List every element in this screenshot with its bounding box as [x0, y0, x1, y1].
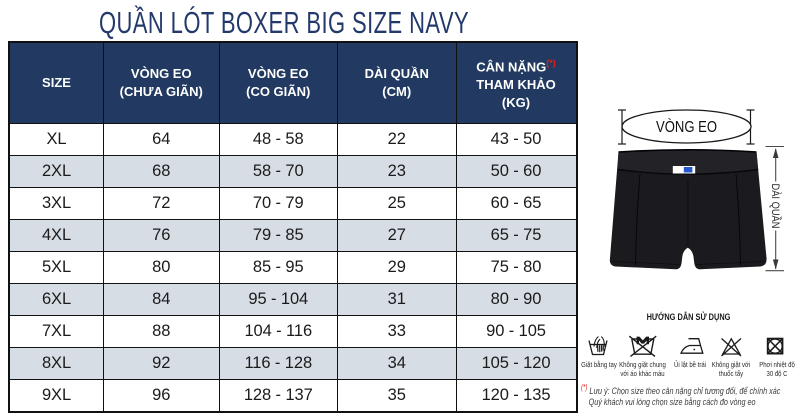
svg-text:DÀI QUẦN: DÀI QUẦN: [769, 184, 782, 229]
svg-text:VÒNG EO: VÒNG EO: [656, 117, 717, 136]
